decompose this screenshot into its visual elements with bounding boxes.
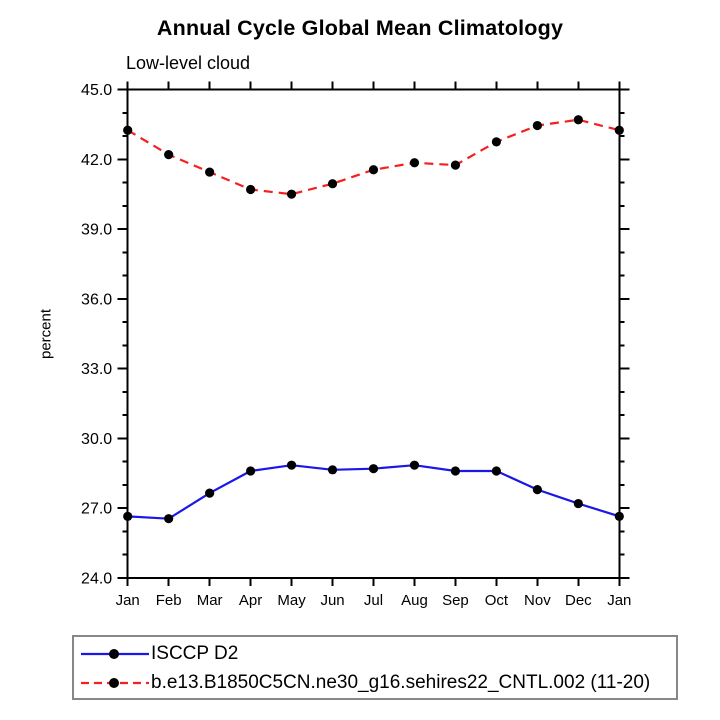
- data-point: [614, 511, 624, 521]
- legend-line-sample-solid: [81, 648, 149, 659]
- data-point: [614, 125, 624, 135]
- chart-subtitle: Low-level cloud: [126, 53, 251, 73]
- data-point: [123, 511, 133, 521]
- legend-marker-dot: [109, 648, 119, 659]
- x-tick-label: Apr: [239, 592, 262, 609]
- x-tick-label: Sep: [442, 592, 469, 609]
- x-tick-label: Oct: [485, 592, 509, 609]
- y-tick-label: 36.0: [81, 291, 112, 308]
- plot-frame: [126, 88, 621, 579]
- data-point: [450, 160, 461, 170]
- legend-item-isccp-d2: ISCCP D2: [80, 639, 676, 668]
- x-tick-label: Nov: [524, 592, 551, 609]
- x-tick-label: Aug: [401, 592, 428, 609]
- data-point: [205, 488, 215, 498]
- data-point: [286, 460, 297, 470]
- legend-marker-dot: [109, 677, 119, 688]
- y-tick-label: 30.0: [81, 431, 112, 448]
- data-point: [205, 167, 215, 177]
- data-point: [450, 466, 461, 476]
- data-point: [327, 465, 338, 475]
- data-point: [532, 485, 542, 495]
- data-point: [327, 179, 338, 189]
- y-tick-label: 39.0: [81, 222, 112, 239]
- x-tick-label: Jul: [364, 592, 383, 609]
- x-tick-label: May: [277, 592, 306, 609]
- data-point: [491, 466, 501, 476]
- data-point: [246, 466, 256, 476]
- data-point: [286, 189, 297, 199]
- data-point: [573, 115, 583, 125]
- y-tick-label: 42.0: [81, 152, 112, 169]
- x-tick-label: Jan: [607, 592, 631, 609]
- x-tick-label: Jun: [320, 592, 344, 609]
- data-point: [123, 125, 133, 135]
- data-point: [573, 498, 583, 509]
- chart-title: Annual Cycle Global Mean Climatology: [156, 16, 564, 40]
- data-point: [409, 158, 420, 168]
- legend-item-model-run: b.e13.B1850C5CN.ne30_g16.sehires22_CNTL.…: [80, 668, 676, 697]
- data-point: [491, 137, 501, 147]
- data-point: [246, 184, 256, 195]
- data-point: [164, 514, 174, 524]
- data-point: [164, 150, 174, 160]
- data-point: [368, 165, 379, 175]
- y-tick-label: 45.0: [81, 82, 112, 99]
- x-tick-label: Feb: [156, 592, 182, 609]
- x-tick-label: Mar: [197, 592, 223, 609]
- data-point: [409, 460, 420, 470]
- y-tick-label: 24.0: [81, 571, 112, 588]
- legend-line-sample-dashed: [81, 677, 149, 688]
- legend-label: ISCCP D2: [151, 642, 239, 664]
- y-tick-label: 27.0: [81, 501, 112, 518]
- y-tick-label: 33.0: [81, 361, 112, 378]
- legend-box: ISCCP D2 b.e13.B1850C5CN.ne30_g16.sehire…: [72, 635, 678, 700]
- data-point: [532, 120, 542, 131]
- data-point: [368, 464, 379, 474]
- x-tick-label: Jan: [116, 592, 140, 609]
- series-line-1: [127, 118, 620, 196]
- legend-label: b.e13.B1850C5CN.ne30_g16.sehires22_CNTL.…: [151, 671, 651, 693]
- x-tick-label: Dec: [565, 592, 592, 609]
